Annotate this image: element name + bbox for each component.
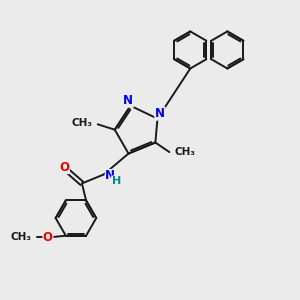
Text: CH₃: CH₃ <box>174 147 195 157</box>
Text: CH₃: CH₃ <box>71 118 92 128</box>
Text: O: O <box>43 231 53 244</box>
Text: N: N <box>105 169 115 182</box>
Text: N: N <box>155 107 165 120</box>
Text: N: N <box>123 94 133 107</box>
Text: CH₃: CH₃ <box>11 232 32 242</box>
Text: O: O <box>59 160 69 173</box>
Text: H: H <box>112 176 121 186</box>
